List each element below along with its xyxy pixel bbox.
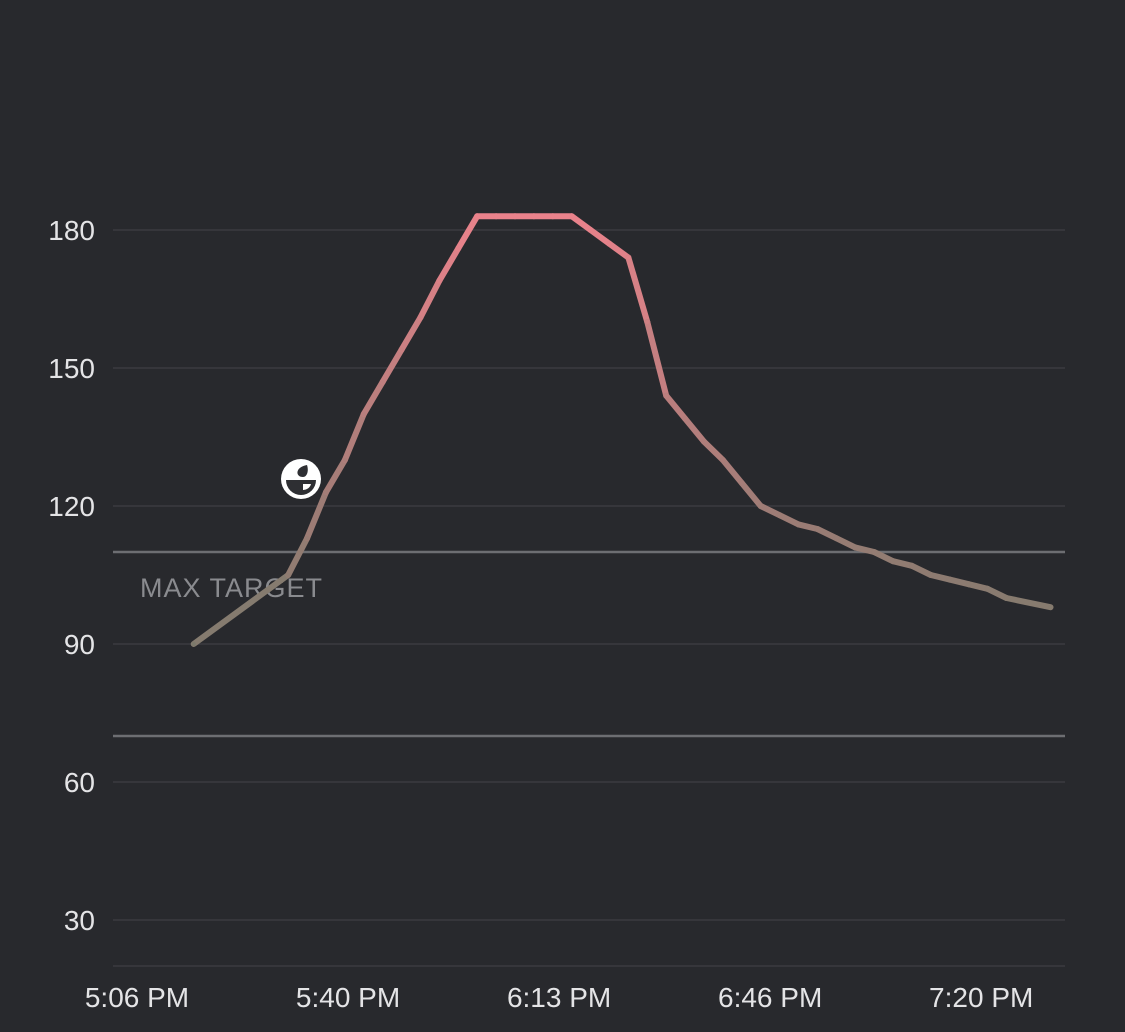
line-segment [1003, 595, 1054, 611]
line-segment [455, 213, 481, 252]
x-tick-label: 6:13 PM [507, 982, 611, 1013]
data-point [682, 416, 688, 421]
data-point [815, 526, 820, 532]
data-point [777, 513, 782, 518]
data-point [1048, 605, 1053, 610]
data-point [588, 227, 593, 233]
data-point [645, 319, 650, 325]
line-segment [190, 572, 292, 647]
line-segment [663, 392, 689, 422]
line-segment [757, 503, 783, 519]
data-point [758, 503, 763, 509]
glucose-series [190, 213, 1054, 647]
line-segment [644, 319, 670, 399]
data-point [947, 577, 952, 582]
data-point [342, 457, 348, 463]
data-point [966, 582, 971, 587]
line-segment [417, 277, 443, 321]
x-tick-label: 5:06 PM [85, 982, 189, 1013]
data-point [361, 411, 366, 417]
data-point [323, 490, 329, 495]
line-segment [379, 346, 405, 385]
y-tick-label: 180 [48, 215, 95, 246]
data-point [493, 214, 499, 219]
x-tick-label: 6:46 PM [718, 982, 822, 1013]
data-point [853, 545, 858, 550]
data-point [720, 457, 726, 463]
line-segment [927, 572, 953, 583]
data-point [304, 536, 310, 541]
y-axis: 30 60 90 120 150 180 [48, 215, 95, 936]
data-point [437, 278, 442, 283]
line-segment [965, 581, 991, 592]
data-point [909, 563, 915, 568]
line-segment [795, 521, 821, 532]
data-point [550, 214, 555, 219]
line-segment [852, 544, 878, 555]
line-segment [738, 480, 764, 509]
meal-icon[interactable] [281, 459, 321, 499]
line-segment [682, 415, 707, 445]
line-segment [587, 227, 613, 247]
annotations [281, 459, 321, 499]
line-segment [341, 411, 367, 463]
line-segment [871, 549, 896, 565]
data-point [380, 379, 385, 384]
max-target-label: MAX TARGET [140, 573, 323, 603]
y-tick-label: 150 [48, 353, 95, 384]
line-segment [833, 535, 859, 551]
data-point [834, 536, 839, 541]
data-point [664, 393, 669, 398]
line-segment [984, 585, 1010, 601]
data-point [607, 241, 612, 246]
data-point [191, 641, 196, 647]
line-segment [360, 378, 386, 417]
data-point [928, 572, 933, 578]
data-point [475, 214, 480, 219]
line-segment [436, 245, 462, 284]
data-point [569, 214, 574, 219]
y-tick-label: 120 [48, 491, 95, 522]
line-segment [304, 489, 329, 542]
data-point [512, 214, 518, 219]
line-segment [606, 240, 632, 261]
target-range: MAX TARGET [113, 550, 1065, 738]
data-point [701, 439, 707, 444]
data-point [796, 522, 801, 527]
data-point [1004, 595, 1009, 601]
line-segment [701, 438, 726, 463]
line-segment [398, 314, 424, 353]
data-point [626, 255, 631, 260]
line-segment [814, 526, 840, 542]
data-point [531, 214, 537, 219]
data-point [739, 480, 744, 486]
x-axis: 5:06 PM 5:40 PM 6:13 PM 6:46 PM 7:20 PM [85, 982, 1033, 1013]
data-point [985, 586, 990, 591]
data-point [890, 559, 896, 564]
line-segment [719, 457, 745, 486]
line-segment [568, 213, 594, 233]
line-segment [946, 576, 972, 588]
line-segment [890, 558, 915, 569]
y-tick-label: 90 [64, 629, 95, 660]
data-point [399, 347, 404, 352]
data-point [871, 549, 877, 555]
line-segment [908, 562, 934, 578]
line-segment [776, 512, 802, 528]
line-segment [625, 254, 651, 325]
data-point [456, 246, 461, 251]
line-segment [323, 457, 348, 496]
line-segment [285, 535, 311, 578]
y-tick-label: 60 [64, 767, 95, 798]
x-tick-label: 5:40 PM [296, 982, 400, 1013]
data-point [286, 572, 291, 578]
y-tick-label: 30 [64, 905, 95, 936]
data-point [418, 315, 423, 320]
x-tick-label: 7:20 PM [929, 982, 1033, 1013]
